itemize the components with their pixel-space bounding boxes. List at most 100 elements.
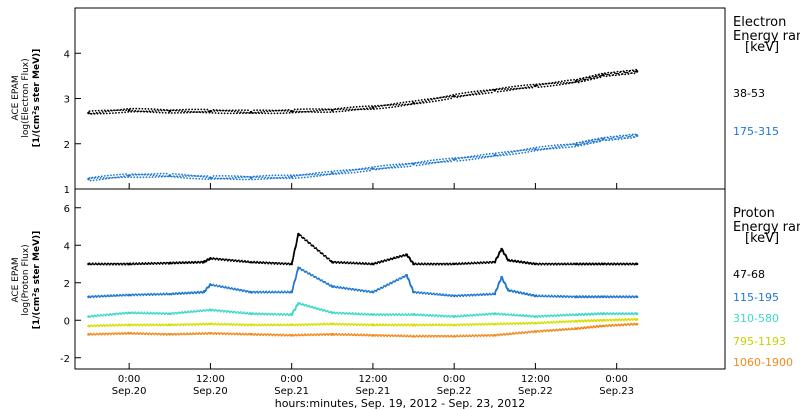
- electron-point: [373, 108, 375, 110]
- electron-point: [185, 175, 187, 177]
- electron-point: [263, 178, 266, 180]
- electron-point: [433, 97, 436, 100]
- proton-point: [440, 324, 442, 327]
- electron-point: [514, 85, 517, 88]
- proton-point: [554, 321, 557, 324]
- electron-point: [420, 99, 423, 101]
- electron-point: [163, 109, 166, 112]
- proton-point: [242, 332, 244, 335]
- proton-point: [351, 312, 354, 314]
- proton-point: [220, 332, 223, 335]
- electron-point: [349, 106, 352, 109]
- proton-point: [391, 281, 394, 284]
- proton-point: [424, 314, 427, 317]
- proton-point: [450, 334, 453, 337]
- electron-point: [217, 112, 220, 115]
- electron-point: [221, 174, 224, 177]
- electron-point: [552, 84, 555, 87]
- electron-point: [341, 172, 344, 175]
- electron-point: [503, 154, 505, 157]
- proton-point: [232, 332, 235, 335]
- proton-point: [150, 333, 153, 336]
- electron-point: [594, 138, 597, 141]
- electron-point: [512, 153, 514, 156]
- electron-point: [399, 164, 402, 167]
- electron-point: [410, 103, 413, 105]
- electron-point: [202, 111, 205, 114]
- proton-point: [337, 323, 340, 326]
- electron-point: [141, 107, 144, 110]
- proton-point: [258, 262, 261, 264]
- xtick-date-label: Sep.23: [599, 386, 634, 397]
- electron-point: [319, 109, 322, 112]
- proton-point: [560, 321, 563, 324]
- proton-point: [294, 333, 297, 336]
- proton-point: [361, 289, 364, 292]
- proton-point: [102, 323, 105, 326]
- proton-point: [478, 262, 481, 265]
- electron-point: [607, 136, 610, 139]
- proton-point: [268, 334, 271, 337]
- electron-point: [180, 176, 182, 179]
- electron-point: [391, 166, 394, 169]
- electron-point: [119, 173, 121, 176]
- electron-point: [626, 137, 629, 140]
- electron-point: [394, 166, 397, 169]
- proton-point: [198, 310, 201, 313]
- electron-point: [588, 140, 591, 143]
- proton-point: [350, 333, 353, 335]
- proton-point: [259, 334, 262, 337]
- proton-point: [328, 323, 331, 326]
- proton-point: [311, 322, 313, 325]
- electron-point: [428, 161, 431, 164]
- electron-point: [596, 141, 598, 143]
- electron-point: [229, 178, 232, 180]
- proton-point: [233, 310, 236, 313]
- proton-point: [96, 263, 99, 266]
- proton-point: [431, 263, 434, 266]
- electron-point: [416, 102, 419, 105]
- electron-point: [528, 86, 531, 89]
- proton-point: [228, 324, 231, 326]
- electron-point: [446, 95, 448, 98]
- proton-point: [136, 294, 139, 297]
- electron-point: [381, 104, 383, 107]
- electron-point: [534, 147, 537, 151]
- electron-point: [535, 146, 538, 149]
- electron-point: [487, 92, 490, 94]
- electron-point: [194, 175, 197, 177]
- proton-point: [402, 324, 405, 327]
- electron-point: [219, 109, 222, 112]
- electron-point: [313, 175, 315, 178]
- proton-point: [180, 332, 182, 335]
- proton-point: [365, 314, 368, 316]
- proton-point: [444, 334, 446, 337]
- electron-point: [279, 112, 282, 115]
- electron-point: [469, 94, 472, 96]
- electron-point: [577, 143, 580, 146]
- proton-point: [90, 263, 93, 266]
- proton-point: [102, 263, 105, 266]
- proton-point: [282, 333, 285, 336]
- proton-point: [434, 334, 437, 337]
- electron-point: [633, 72, 636, 75]
- electron-point: [251, 178, 253, 181]
- proton-point: [285, 291, 288, 294]
- proton-point: [299, 302, 302, 305]
- electron-point: [347, 109, 350, 112]
- proton-point: [557, 262, 560, 265]
- xtick-date-label: Sep.22: [518, 386, 553, 397]
- proton-point: [132, 324, 135, 327]
- electron-point: [441, 161, 443, 163]
- proton-point: [256, 290, 259, 293]
- proton-point: [541, 330, 544, 333]
- proton-point: [423, 335, 426, 338]
- proton-point: [635, 312, 639, 315]
- electron-point: [107, 110, 110, 113]
- electron-point: [569, 81, 571, 84]
- electron-point: [113, 174, 115, 176]
- electron-point: [477, 157, 480, 160]
- proton-point: [90, 324, 93, 327]
- proton-point: [207, 309, 210, 312]
- proton-point: [335, 332, 338, 335]
